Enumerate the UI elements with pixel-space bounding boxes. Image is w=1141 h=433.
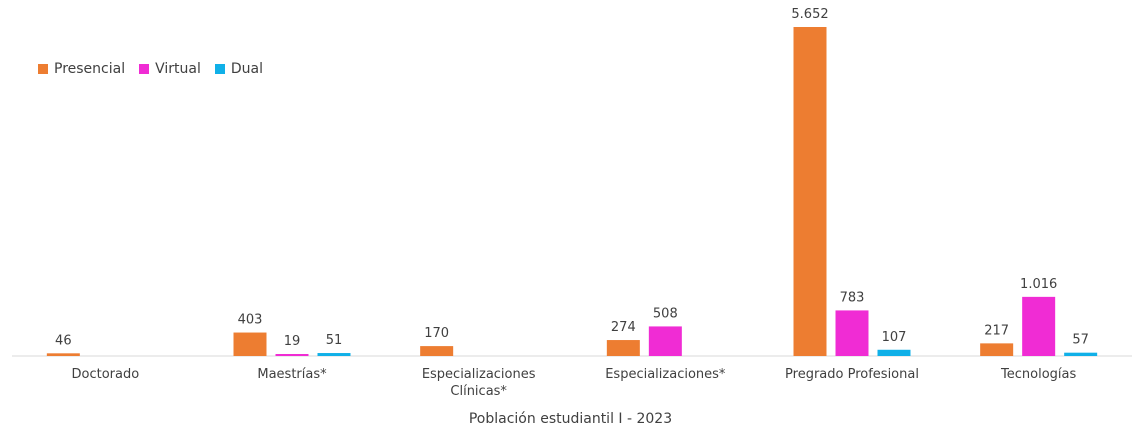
bar-dual-1 [317, 353, 351, 356]
data-label-dual-5: 57 [1072, 333, 1089, 348]
bar-virtual-4 [835, 310, 869, 356]
bar-presencial-4 [793, 27, 827, 356]
data-label-virtual-5: 1.016 [1020, 277, 1057, 292]
legend-item-virtual: Virtual [139, 61, 201, 77]
bar-dual-5 [1064, 352, 1098, 356]
bar-presencial-2 [420, 346, 454, 356]
x-tick-label-2-1: Clínicas* [450, 384, 507, 399]
legend-label-presencial: Presencial [54, 61, 126, 77]
legend-swatch-presencial [38, 64, 48, 74]
bar-presencial-3 [606, 340, 640, 356]
data-label-presencial-3: 274 [611, 320, 636, 335]
bar-virtual-3 [648, 326, 682, 356]
x-tick-label-4-0: Pregrado Profesional [785, 367, 919, 382]
data-label-presencial-2: 170 [424, 326, 449, 341]
bar-virtual-1 [275, 354, 309, 356]
legend-label-virtual: Virtual [155, 61, 201, 77]
data-label-presencial-1: 403 [238, 313, 263, 328]
x-axis-title: Población estudiantil I - 2023 [468, 411, 673, 427]
data-label-dual-4: 107 [882, 330, 907, 345]
data-label-presencial-5: 217 [984, 323, 1009, 338]
legend-swatch-dual [214, 64, 225, 74]
legend-swatch-virtual [139, 64, 150, 74]
legend: Presencial Virtual Dual [38, 61, 263, 77]
legend-item-dual: Dual [214, 61, 263, 77]
bar-presencial-1 [233, 332, 267, 356]
data-label-virtual-3: 508 [653, 306, 678, 321]
data-label-presencial-4: 5.652 [791, 7, 828, 22]
x-tick-label-2-0: Especializaciones [422, 367, 536, 382]
bar-presencial-0 [46, 353, 80, 356]
x-tick-label-3-0: Especializaciones* [605, 367, 726, 382]
legend-label-dual: Dual [230, 61, 263, 77]
x-tick-label-1-0: Maestrías* [257, 367, 327, 382]
bar-virtual-5 [1022, 296, 1056, 356]
legend-item-presencial: Presencial [38, 61, 125, 77]
data-label-virtual-1: 19 [284, 334, 301, 349]
data-label-virtual-4: 783 [840, 290, 865, 305]
x-tick-label-5-0: Tecnologías [1000, 367, 1076, 382]
data-label-presencial-0: 46 [55, 333, 72, 348]
x-tick-label-0-0: Doctorado [71, 367, 139, 382]
bar-presencial-5 [980, 343, 1014, 356]
data-label-dual-1: 51 [326, 333, 343, 348]
bar-dual-4 [877, 349, 911, 356]
